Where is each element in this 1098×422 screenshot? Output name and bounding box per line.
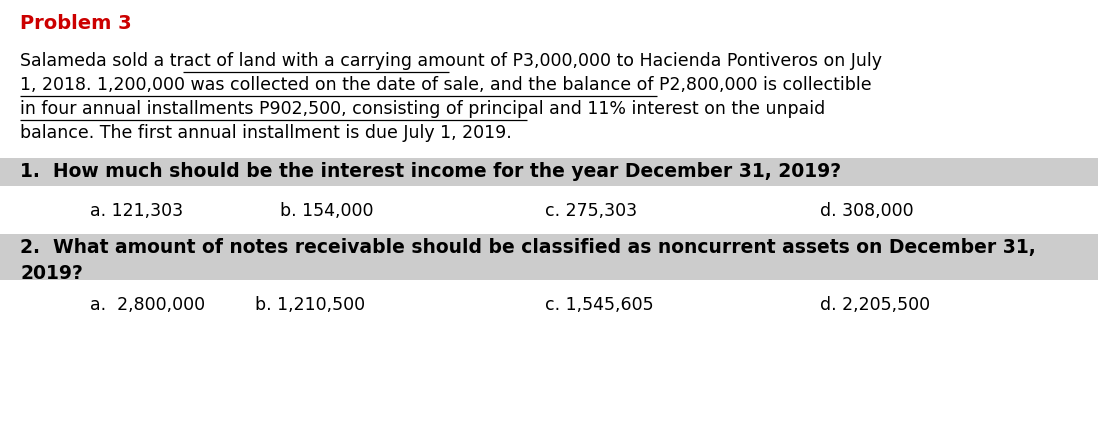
Text: in four annual installments P902,500, consisting of principal and 11% interest o: in four annual installments P902,500, co… xyxy=(20,100,826,118)
Text: 2.  What amount of notes receivable should be classified as noncurrent assets on: 2. What amount of notes receivable shoul… xyxy=(20,238,1035,257)
Text: c. 275,303: c. 275,303 xyxy=(545,202,637,220)
Text: 1, 2018. 1,200,000 was collected on the date of sale, and the balance of P2,800,: 1, 2018. 1,200,000 was collected on the … xyxy=(20,76,872,94)
Bar xyxy=(0,234,1098,280)
Text: b. 1,210,500: b. 1,210,500 xyxy=(255,296,366,314)
Text: 2019?: 2019? xyxy=(20,264,82,283)
Text: c. 1,545,605: c. 1,545,605 xyxy=(545,296,653,314)
Text: balance. The first annual installment is due July 1, 2019.: balance. The first annual installment is… xyxy=(20,124,512,142)
Text: b. 154,000: b. 154,000 xyxy=(280,202,373,220)
Text: d. 308,000: d. 308,000 xyxy=(820,202,914,220)
Text: 1.  How much should be the interest income for the year December 31, 2019?: 1. How much should be the interest incom… xyxy=(20,162,841,181)
Text: d. 2,205,500: d. 2,205,500 xyxy=(820,296,930,314)
Text: a. 121,303: a. 121,303 xyxy=(90,202,183,220)
Text: a.  2,800,000: a. 2,800,000 xyxy=(90,296,205,314)
Bar xyxy=(0,158,1098,186)
Text: Salameda sold a tract of land with a carrying amount of P3,000,000 to Hacienda P: Salameda sold a tract of land with a car… xyxy=(20,52,882,70)
Text: Problem 3: Problem 3 xyxy=(20,14,132,33)
